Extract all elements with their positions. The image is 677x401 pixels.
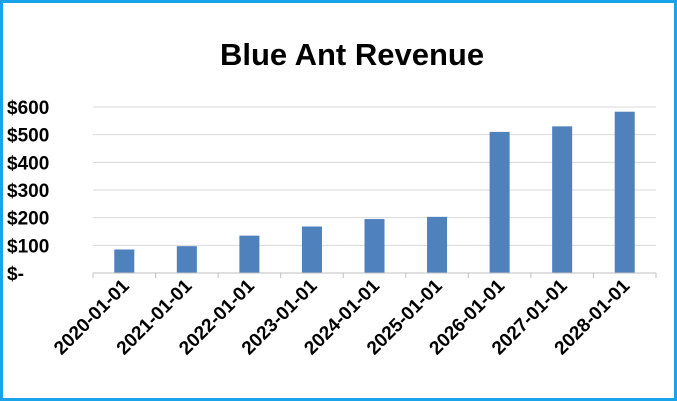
bar <box>239 235 260 273</box>
bar <box>427 216 448 273</box>
y-tick-label: $600 <box>7 98 49 119</box>
revenue-bar-chart: Blue Ant Revenue $-$100$200$300$400$500$… <box>7 37 657 359</box>
bar <box>489 131 510 273</box>
y-tick-label: $500 <box>7 126 49 147</box>
bar <box>114 249 135 273</box>
bar <box>552 126 573 273</box>
axes <box>92 272 657 278</box>
y-tick-labels: $- $100 $200 $300 $400 $500 $600 <box>7 98 49 285</box>
y-tick-label: $200 <box>7 209 49 230</box>
bar <box>364 219 385 273</box>
y-tick-label: $- <box>7 264 24 285</box>
bar <box>614 111 635 273</box>
chart-title: Blue Ant Revenue <box>220 37 484 72</box>
bar <box>176 246 197 273</box>
bars <box>114 111 635 273</box>
x-tick-labels: 2020-01-012021-01-012022-01-012023-01-01… <box>50 275 634 359</box>
y-tick-label: $300 <box>7 181 49 202</box>
y-tick-label: $100 <box>7 236 49 257</box>
y-tick-label: $400 <box>7 153 49 174</box>
bar <box>301 226 322 273</box>
